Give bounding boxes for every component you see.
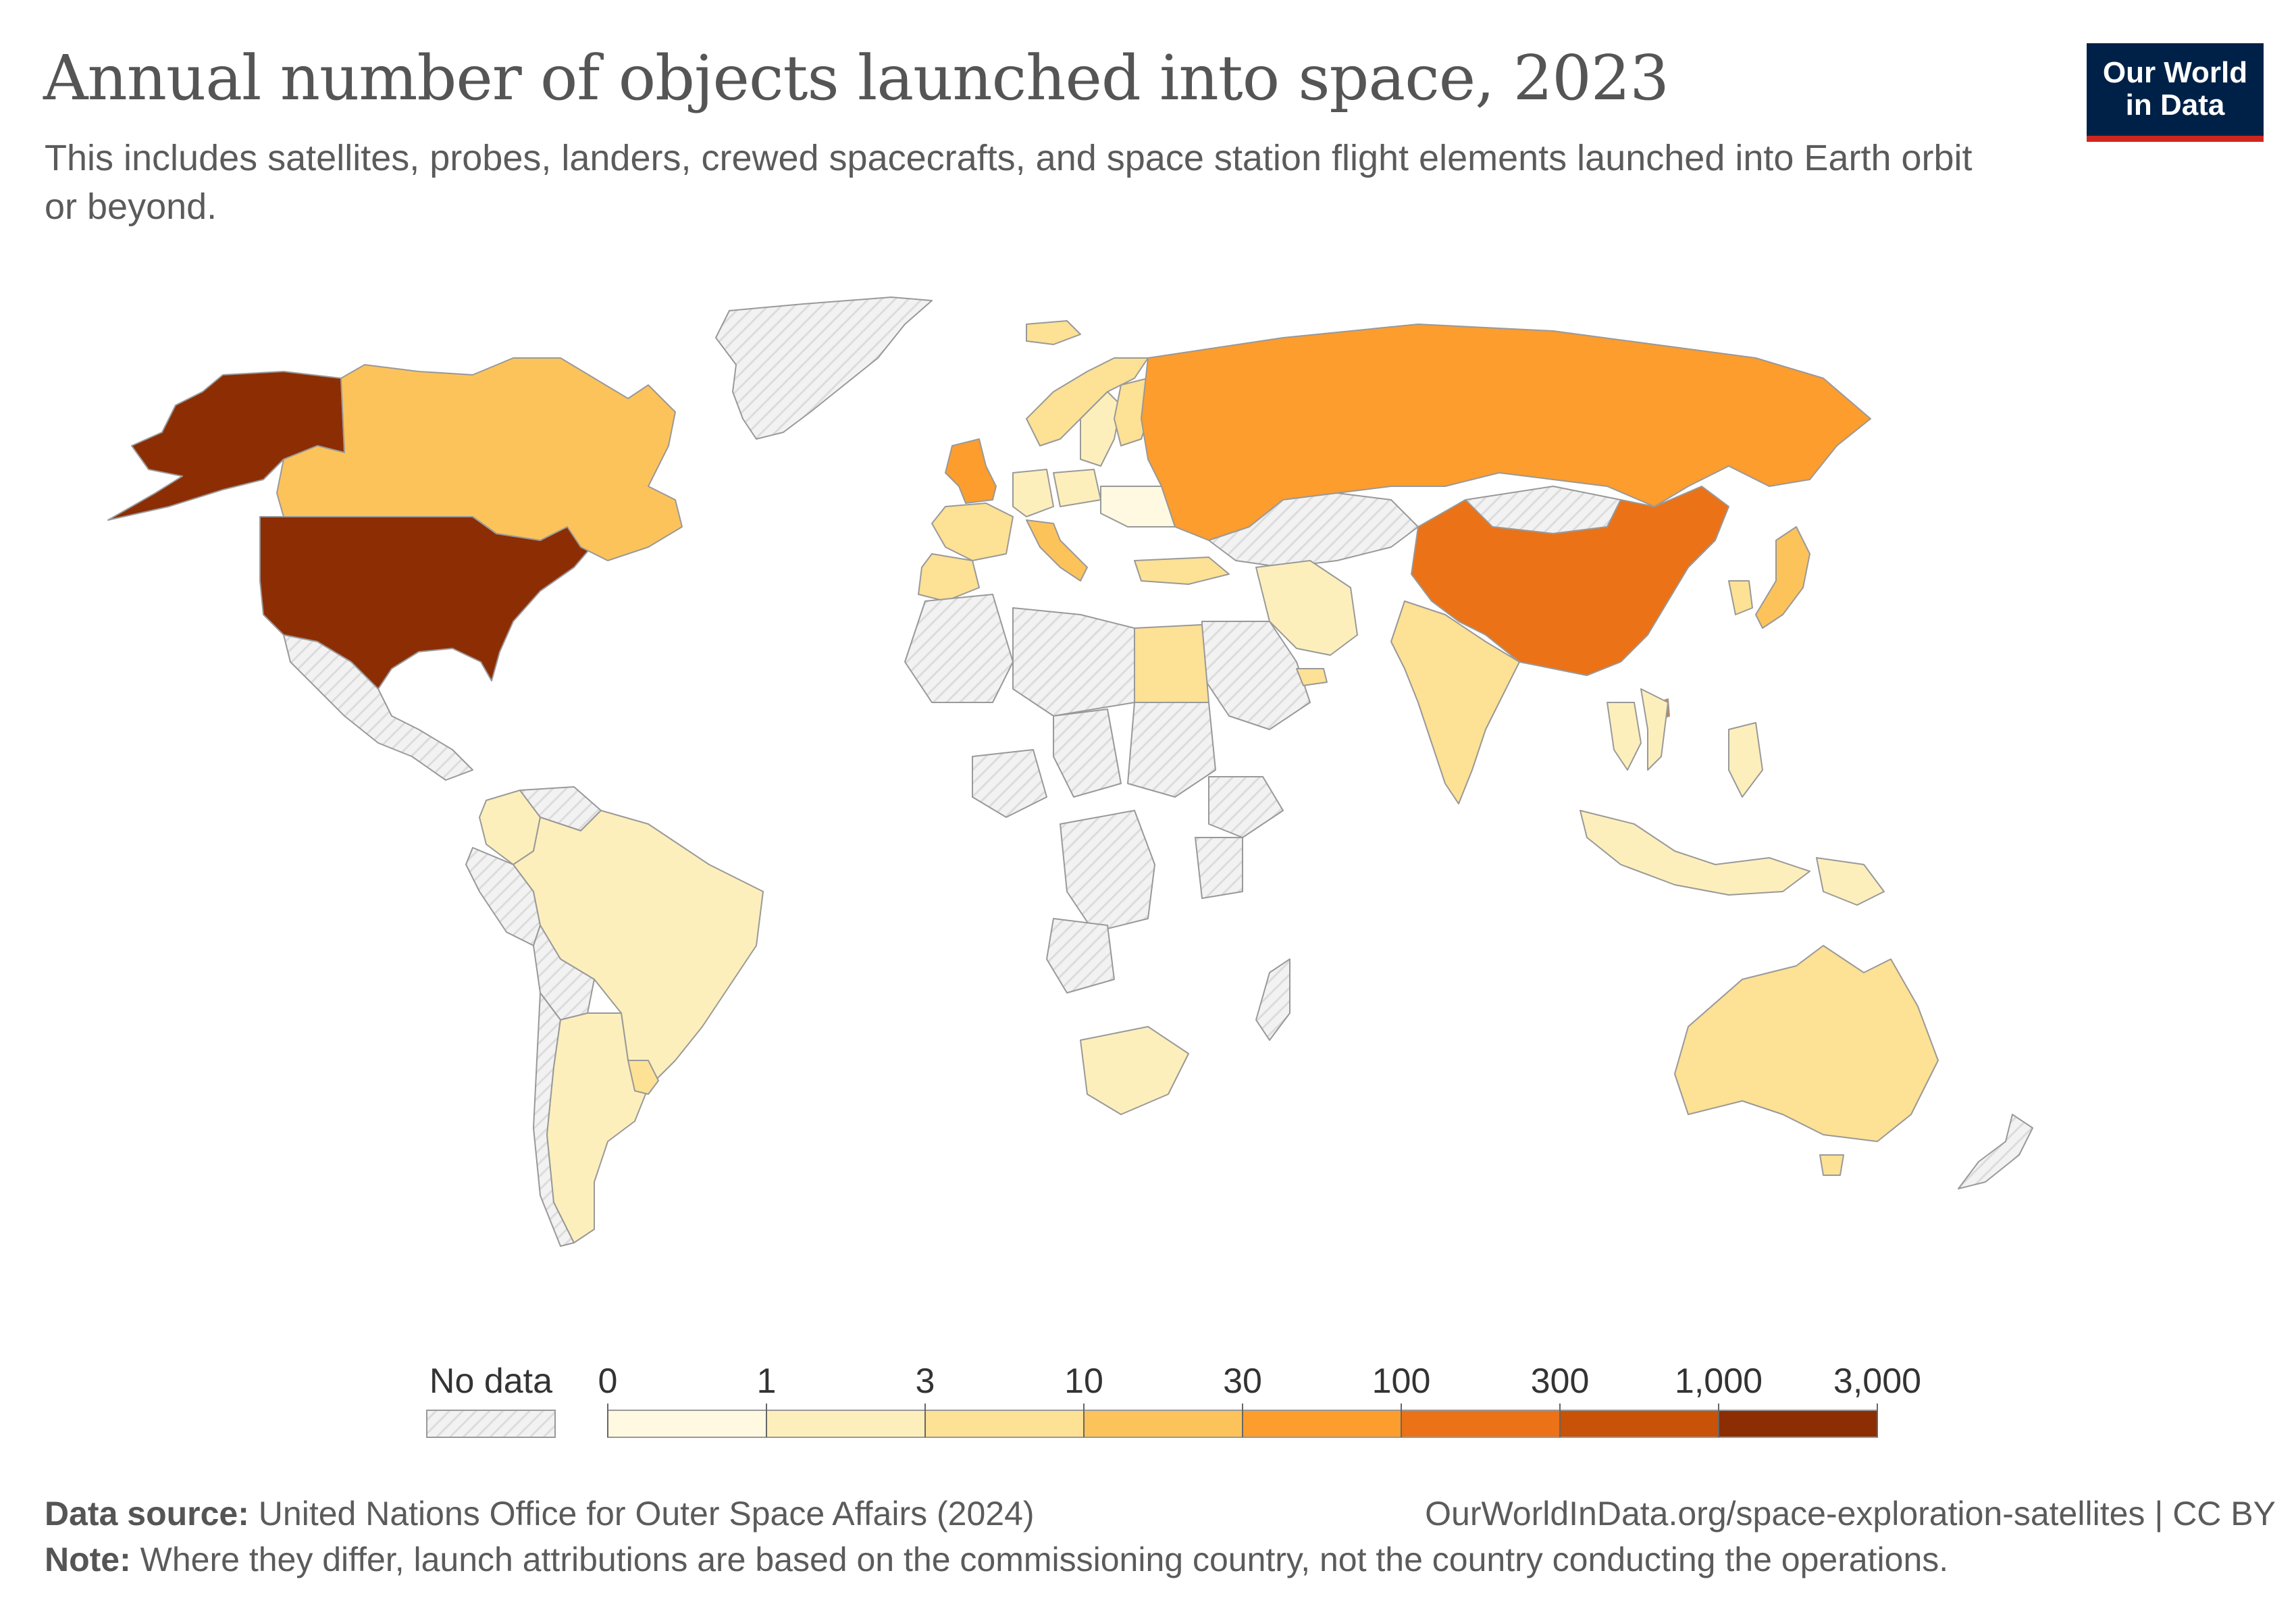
country-sudan[interactable] (1127, 702, 1216, 798)
legend-bin-5 (1401, 1410, 1561, 1438)
country-philippines[interactable] (1728, 722, 1763, 798)
country-china[interactable] (1411, 486, 1729, 676)
country-vietnam[interactable] (1640, 688, 1669, 771)
source-url-link[interactable]: OurWorldInData.org/space-exploration-sat… (1425, 1495, 2145, 1533)
legend-no-data-swatch (426, 1410, 556, 1438)
legend-bin-7 (1718, 1410, 1878, 1438)
country-ethiopia[interactable] (1208, 776, 1284, 838)
legend-tick-label: 1 (757, 1362, 777, 1401)
logo-line-1: Our World (2102, 56, 2248, 89)
country-libya[interactable] (1012, 607, 1135, 717)
country-chad[interactable] (1053, 709, 1122, 798)
source-label: Data source: (45, 1495, 249, 1533)
country-kenya[interactable] (1195, 837, 1243, 899)
country-egypt[interactable] (1134, 624, 1209, 703)
chart-subtitle: This includes satellites, probes, lander… (45, 138, 1973, 227)
country-russia[interactable] (1141, 324, 1871, 541)
country-greenland[interactable] (715, 297, 933, 440)
country-iceland[interactable] (1026, 320, 1081, 345)
legend-tick-label: 3 (916, 1362, 935, 1401)
country-norway[interactable] (1026, 357, 1149, 446)
country-poland[interactable] (1053, 469, 1101, 507)
legend-bin-6 (1559, 1410, 1719, 1438)
country-united-arab-emirates[interactable] (1296, 668, 1328, 686)
country-shapes (107, 297, 2033, 1247)
country-south-africa[interactable] (1080, 1026, 1189, 1115)
country-south-korea[interactable] (1728, 580, 1753, 615)
legend-tick-label: 1,000 (1675, 1362, 1763, 1401)
country-uruguay[interactable] (627, 1060, 659, 1095)
country-japan[interactable] (1755, 526, 1810, 629)
country-italy[interactable] (1026, 519, 1088, 582)
legend-bin-1 (766, 1410, 926, 1438)
country-sweden[interactable] (1080, 391, 1122, 467)
legend-tick-label: 30 (1223, 1362, 1262, 1401)
note-label: Note: (45, 1541, 131, 1578)
logo-line-2: in Data (2125, 88, 2225, 122)
country-united-kingdom[interactable] (945, 438, 997, 504)
legend-bin-4 (1242, 1410, 1402, 1438)
owid-logo[interactable]: Our World in Data (2087, 43, 2264, 142)
country-argentina[interactable] (546, 1012, 649, 1243)
legend-bin-2 (924, 1410, 1085, 1438)
legend-tick-label: 0 (598, 1362, 618, 1401)
source-text: United Nations Office for Outer Space Af… (258, 1495, 1035, 1533)
country-iran[interactable] (1255, 560, 1358, 656)
legend-tick-label: 300 (1531, 1362, 1590, 1401)
country-dr-congo[interactable] (1060, 810, 1155, 933)
country-madagascar[interactable] (1255, 958, 1290, 1041)
country-mexico[interactable] (283, 634, 473, 781)
country-brazil[interactable] (513, 810, 764, 1088)
legend-bin-0 (607, 1410, 767, 1438)
country-new-zealand[interactable] (1958, 1114, 2033, 1189)
country-angola[interactable] (1046, 918, 1115, 994)
world-map (107, 297, 2033, 1247)
country-france[interactable] (931, 503, 1014, 561)
country-indonesia[interactable] (1580, 810, 1810, 896)
source-url-line: OurWorldInData.org/space-exploration-sat… (1425, 1494, 2276, 1533)
country-canada[interactable] (276, 357, 683, 561)
country-papua-new-guinea[interactable] (1816, 857, 1885, 906)
footnote: Note: Where they differ, launch attribut… (45, 1540, 1948, 1579)
note-text: Where they differ, launch attributions a… (140, 1541, 1949, 1578)
data-source: Data source: United Nations Office for O… (45, 1494, 1035, 1533)
country-australia[interactable] (1674, 945, 1939, 1142)
country-algeria[interactable] (904, 594, 1014, 703)
country-india[interactable] (1390, 600, 1520, 804)
chart-title: Annual number of objects launched into s… (43, 42, 1669, 114)
country-germany[interactable] (1012, 469, 1054, 517)
country-nigeria[interactable] (972, 749, 1047, 818)
legend-tick-label: 3,000 (1833, 1362, 1921, 1401)
map-legend: No data 0 1 3 10 30 100 300 1,000 3,000 (426, 1362, 1921, 1438)
legend-no-data-label: No data (429, 1362, 552, 1401)
logo-accent-bar (2087, 136, 2264, 142)
country-tasmania-australia[interactable] (1819, 1154, 1844, 1176)
license-text: | CC BY (2154, 1495, 2276, 1533)
legend-tick-label: 10 (1064, 1362, 1103, 1401)
country-spain[interactable] (918, 553, 980, 602)
country-thailand[interactable] (1607, 702, 1642, 771)
legend-bin-3 (1083, 1410, 1243, 1438)
country-turkey[interactable] (1134, 557, 1230, 585)
legend-tick-label: 100 (1372, 1362, 1431, 1401)
